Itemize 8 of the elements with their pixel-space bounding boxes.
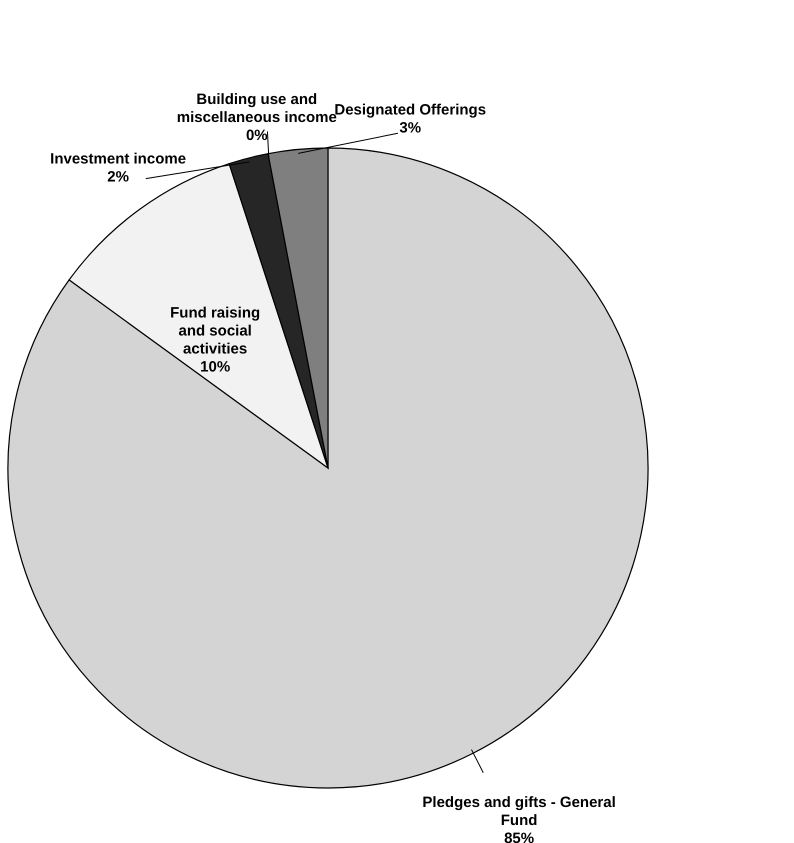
text: 0% — [246, 126, 268, 144]
data-label: 85% — [504, 830, 534, 843]
data-label: 2% — [107, 168, 129, 186]
slice-label: Fund raising and social activities — [170, 304, 260, 358]
data-label: 10% — [200, 358, 230, 376]
slice-label: Investment income — [50, 150, 186, 168]
data-label: 3% — [399, 120, 422, 137]
slice-label: Pledges and gifts - General Fund — [422, 794, 616, 830]
